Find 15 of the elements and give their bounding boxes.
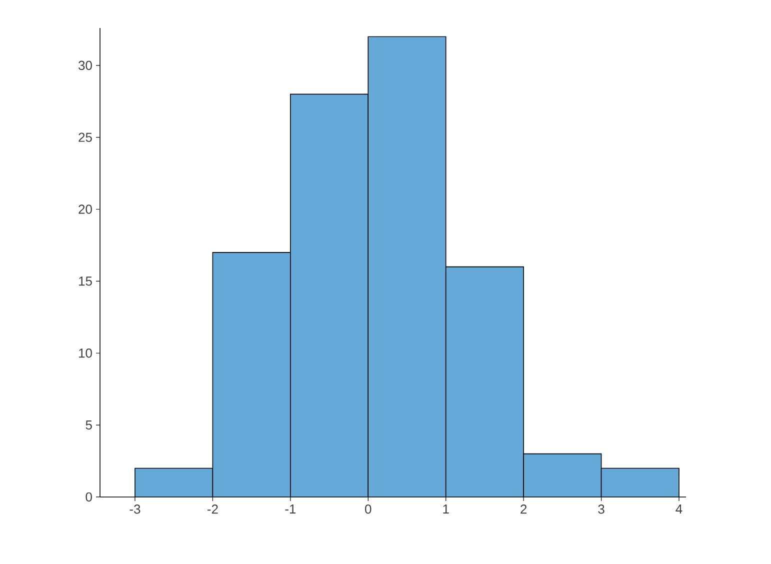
y-tick-label: 20 — [78, 204, 92, 214]
x-tick-label: 4 — [676, 504, 682, 514]
x-tick-label: -2 — [208, 504, 218, 514]
x-tick-label: -3 — [130, 504, 140, 514]
y-tick-label: 0 — [86, 492, 92, 502]
y-tick-label: 10 — [79, 348, 92, 358]
x-tick-label: 3 — [598, 504, 604, 514]
x-tick-label: 2 — [520, 504, 527, 514]
y-tick-label: 25 — [78, 132, 92, 142]
y-tick-label: 30 — [78, 60, 92, 70]
x-tick-label: 0 — [365, 504, 372, 514]
y-tick-label: 5 — [86, 420, 92, 430]
x-tick-label: 1 — [443, 504, 449, 514]
x-tick-label: -1 — [285, 504, 296, 514]
y-tick-label: 15 — [79, 276, 92, 286]
